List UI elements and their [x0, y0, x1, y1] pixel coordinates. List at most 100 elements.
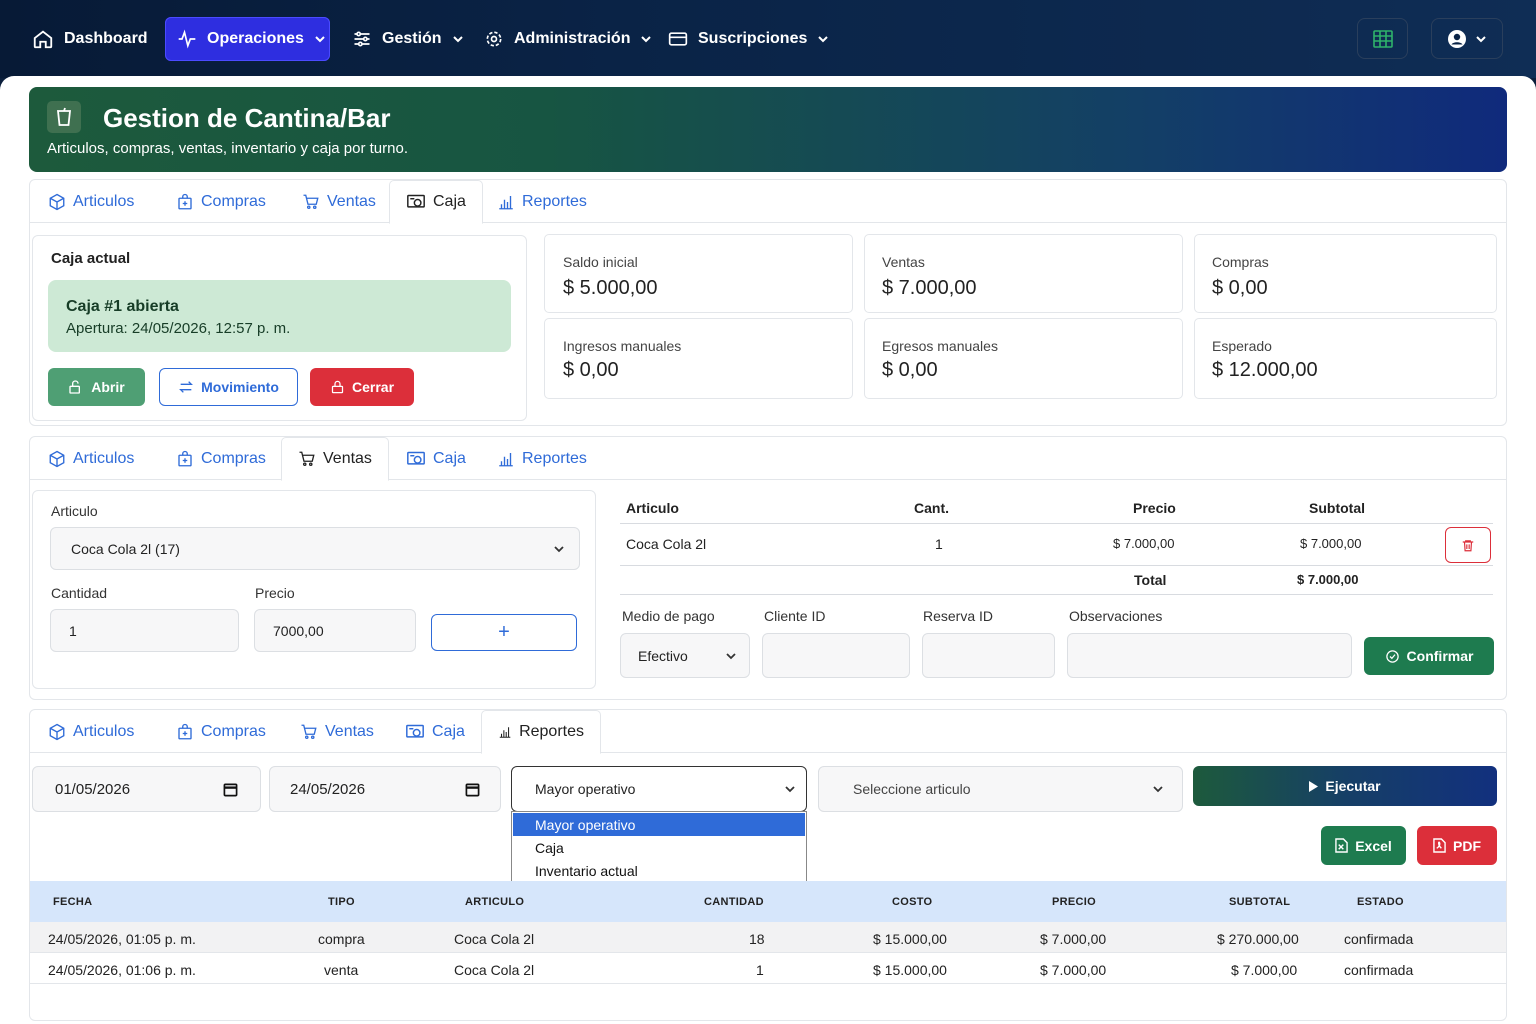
stat-value: $ 0,00	[882, 359, 938, 381]
cell-fecha: 24/05/2026, 01:05 p. m.	[48, 931, 196, 947]
chevron-down-icon	[818, 36, 829, 43]
nav-dashboard[interactable]: Dashboard	[20, 17, 160, 61]
tab-caja[interactable]: Caja	[389, 180, 483, 224]
cliente-id-input[interactable]	[762, 633, 910, 678]
tab-articulos[interactable]: Articulos	[32, 180, 150, 223]
cantidad-input[interactable]: 1	[50, 609, 239, 652]
precio-label: Precio	[255, 585, 295, 601]
add-symbol: +	[498, 621, 510, 643]
nav-administracion[interactable]: Administración	[472, 17, 664, 61]
articulo-filter-placeholder: Seleccione articulo	[853, 781, 971, 797]
nav-operaciones[interactable]: Operaciones	[165, 17, 330, 61]
dropdown-option[interactable]: Mayor operativo	[513, 813, 805, 836]
fecha-desde-input[interactable]: 01/05/2026	[32, 766, 261, 812]
movimiento-label: Movimiento	[201, 379, 279, 395]
excel-button[interactable]: Excel	[1321, 826, 1406, 865]
articulo-select[interactable]: Coca Cola 2l (17)	[50, 527, 580, 570]
precio-input[interactable]: 7000,00	[254, 609, 416, 652]
tab-articulos[interactable]: Articulos	[32, 710, 150, 753]
tab-compras[interactable]: Compras	[160, 710, 282, 753]
chevron-down-icon	[452, 36, 463, 43]
spreadsheet-button[interactable]	[1357, 18, 1408, 59]
cell-subtotal: $ 7.000,00	[1231, 962, 1298, 978]
caja-apertura: Apertura: 24/05/2026, 12:57 p. m.	[66, 320, 291, 337]
stat-egresos-manuales: Egresos manuales $ 0,00	[864, 318, 1183, 399]
tab-ventas[interactable]: Ventas	[281, 437, 389, 481]
articulo-filter-select[interactable]: Seleccione articulo	[818, 766, 1183, 812]
articulo-select-value: Coca Cola 2l (17)	[71, 540, 180, 557]
chevron-down-icon	[1153, 786, 1163, 793]
tab-ventas[interactable]: Ventas	[286, 180, 392, 223]
chevron-down-icon	[726, 652, 736, 659]
caja-actual-card: Caja actual Caja #1 abierta Apertura: 24…	[32, 235, 527, 421]
file-excel-icon	[1335, 838, 1348, 853]
chevron-down-icon	[641, 36, 652, 43]
tab-compras[interactable]: Compras	[160, 180, 282, 223]
tab-label: Caja	[433, 449, 466, 467]
cerrar-label: Cerrar	[351, 379, 395, 395]
delete-item-button[interactable]	[1445, 527, 1491, 563]
chevron-down-icon	[1476, 35, 1486, 42]
tab-ventas[interactable]: Ventas	[284, 710, 390, 753]
tab-caja[interactable]: Caja	[389, 710, 481, 753]
tab-compras[interactable]: Compras	[160, 437, 282, 480]
report-table-header	[30, 881, 1506, 922]
dropdown-option[interactable]: Caja	[535, 839, 564, 856]
pdf-label: PDF	[1453, 837, 1481, 854]
tab-caja[interactable]: Caja	[390, 437, 482, 480]
observaciones-input[interactable]	[1067, 633, 1352, 678]
nav-suscripciones[interactable]: Suscripciones	[656, 17, 841, 61]
pdf-button[interactable]: PDF	[1417, 826, 1497, 865]
col-estado: ESTADO	[1357, 896, 1404, 908]
dropdown-option[interactable]: Inventario actual	[535, 862, 638, 879]
page-header: Gestion de Cantina/Bar Articulos, compra…	[29, 87, 1507, 172]
stat-value: $ 0,00	[1212, 277, 1268, 299]
medio-pago-select[interactable]: Efectivo	[620, 633, 750, 678]
ejecutar-button[interactable]: Ejecutar	[1193, 766, 1497, 806]
divider	[620, 523, 1493, 524]
reserva-id-input[interactable]	[922, 633, 1055, 678]
box-icon	[49, 450, 65, 467]
nav-gestion[interactable]: Gestión	[340, 17, 476, 61]
box-icon	[49, 193, 65, 210]
cantidad-label: Cantidad	[51, 585, 108, 601]
top-navbar: Dashboard Operaciones Gestión Administra…	[0, 0, 1536, 78]
stat-ventas: Ventas $ 7.000,00	[864, 234, 1183, 313]
tab-articulos[interactable]: Articulos	[32, 437, 150, 480]
cash-register-icon	[407, 451, 425, 465]
bar-chart-icon	[499, 195, 513, 209]
confirmar-label: Confirmar	[1406, 648, 1474, 664]
cell-tipo: venta	[324, 962, 359, 978]
unlock-icon	[69, 380, 81, 394]
fecha-hasta-value: 24/05/2026	[290, 780, 366, 798]
tab-reportes[interactable]: Reportes	[481, 180, 603, 223]
user-menu-button[interactable]	[1431, 18, 1503, 59]
tab-label: Reportes	[522, 449, 587, 467]
col-articulo: Articulo	[626, 500, 679, 516]
cantidad-value: 1	[69, 622, 77, 639]
tab-bar: Articulos Compras Ventas Caja Reportes	[30, 437, 1506, 481]
cerrar-button[interactable]: Cerrar	[310, 368, 414, 406]
tab-reportes[interactable]: Reportes	[481, 710, 601, 754]
stat-label: Esperado	[1212, 338, 1272, 354]
swap-icon	[179, 381, 194, 393]
item-subtotal: $ 7.000,00	[1300, 536, 1362, 551]
tab-label: Reportes	[522, 192, 587, 210]
add-item-button[interactable]: +	[431, 614, 577, 651]
movimiento-button[interactable]: Movimiento	[159, 368, 298, 406]
articulo-label: Articulo	[51, 503, 98, 519]
tab-reportes[interactable]: Reportes	[481, 437, 603, 480]
file-pdf-icon	[1433, 838, 1446, 853]
cell-tipo: compra	[318, 931, 365, 947]
tab-label: Articulos	[73, 722, 135, 740]
tipo-reporte-select[interactable]: Mayor operativo	[511, 766, 807, 812]
venta-form: Articulo Coca Cola 2l (17) Cantidad 1 Pr…	[32, 490, 596, 689]
confirmar-button[interactable]: Confirmar	[1364, 637, 1494, 675]
fecha-hasta-input[interactable]: 24/05/2026	[269, 766, 501, 812]
gear-icon	[486, 31, 502, 47]
col-precio: Precio	[1133, 500, 1176, 516]
tipo-reporte-value: Mayor operativo	[535, 781, 636, 797]
observaciones-label: Observaciones	[1069, 608, 1163, 624]
abrir-button[interactable]: Abrir	[48, 368, 145, 406]
cash-register-icon	[406, 724, 424, 738]
